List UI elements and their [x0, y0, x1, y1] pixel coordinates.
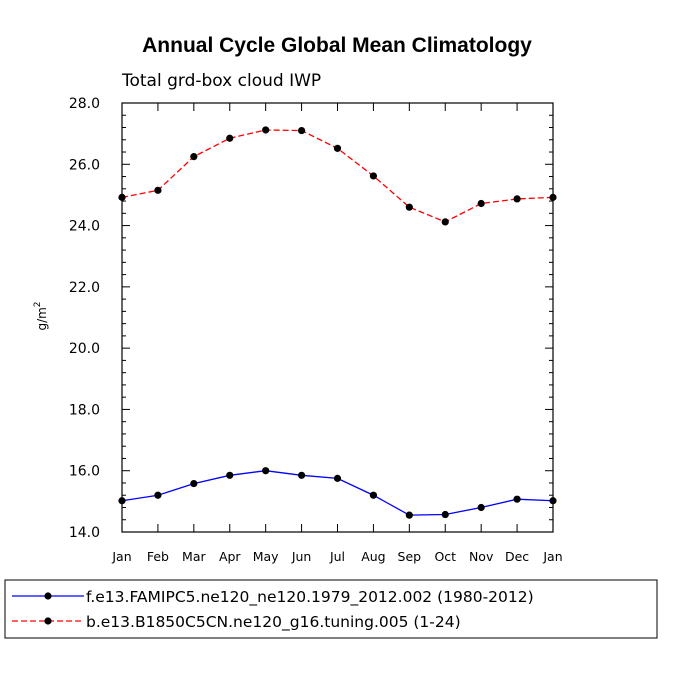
- chart-subtitle: Total grd-box cloud IWP: [121, 71, 321, 91]
- x-tick-label: Jul: [329, 549, 345, 564]
- x-tick-label: Dec: [505, 549, 529, 564]
- x-tick-label: Jun: [291, 549, 312, 564]
- y-tick-label: 18.0: [69, 402, 100, 418]
- y-tick-label: 16.0: [69, 464, 100, 480]
- series-line-2: [121, 129, 554, 223]
- legend: f.e13.FAMIPC5.ne120_ne120.1979_2012.002 …: [4, 579, 658, 639]
- y-tick-label: 24.0: [69, 219, 100, 235]
- series-1-point: [297, 471, 306, 479]
- y-tick-label: 14.0: [69, 525, 100, 541]
- plot-frame: [121, 102, 554, 533]
- series-2-point: [549, 193, 557, 201]
- y-tick-label: 26.0: [69, 157, 100, 173]
- y-tick-label: 20.0: [69, 341, 100, 357]
- x-tick-label: Feb: [147, 549, 169, 564]
- series-1-point: [118, 497, 126, 505]
- legend-marker-1: [44, 592, 52, 600]
- series-1-point: [513, 495, 521, 503]
- x-tick-label: Jan: [542, 549, 562, 564]
- y-tick-label: 22.0: [69, 280, 100, 296]
- series-1-point: [441, 510, 449, 519]
- series-2-point: [333, 144, 342, 152]
- x-tick-label: Oct: [434, 549, 456, 564]
- series-1-point: [333, 474, 342, 482]
- legend-label-1: f.e13.FAMIPC5.ne120_ne120.1979_2012.002 …: [86, 588, 534, 607]
- series-1-point: [405, 511, 413, 519]
- y-axis-label: g/m2: [33, 301, 49, 330]
- x-tick-label: Jan: [111, 549, 131, 564]
- series-1-point: [369, 491, 378, 499]
- y-tick-label: 28.0: [69, 96, 100, 112]
- series-2-point: [118, 193, 126, 201]
- legend-label-2: b.e13.B1850C5CN.ne120_g16.tuning.005 (1-…: [86, 613, 461, 632]
- x-tick-label: Apr: [219, 549, 241, 564]
- series-2-point: [262, 126, 270, 134]
- series-2-point: [154, 186, 162, 194]
- series-1-point: [262, 467, 270, 475]
- x-tick-label: Nov: [469, 549, 494, 564]
- x-tick-label: Sep: [398, 549, 422, 564]
- series-2-point: [513, 195, 521, 203]
- series-1-point: [549, 497, 557, 505]
- series-1-point: [154, 491, 162, 499]
- legend-marker-2: [44, 617, 52, 625]
- series-2-point: [477, 199, 485, 208]
- legend-box: [4, 579, 658, 639]
- series-2-point: [297, 126, 306, 135]
- series-2-point: [226, 134, 234, 142]
- y-axis-label-unit: g/m: [35, 307, 49, 330]
- plot-area: 14.0 16.0 18.0 20.0 22.0 24.0 26.0 28.0 Jan Feb Ma…: [69, 96, 563, 564]
- series-2-point: [441, 218, 449, 226]
- series-2-point: [190, 153, 198, 161]
- series-1-point: [226, 471, 234, 479]
- x-tick-label: Aug: [361, 549, 385, 564]
- y-axis-label-superscript: 2: [33, 301, 43, 307]
- series-2-point: [405, 203, 413, 211]
- x-tick-label: Mar: [182, 549, 206, 564]
- series-1-point: [477, 503, 485, 512]
- x-tick-label: May: [253, 549, 279, 564]
- series-2-point: [369, 172, 378, 180]
- series-1-point: [190, 479, 198, 488]
- chart-title: Annual Cycle Global Mean Climatology: [142, 34, 532, 57]
